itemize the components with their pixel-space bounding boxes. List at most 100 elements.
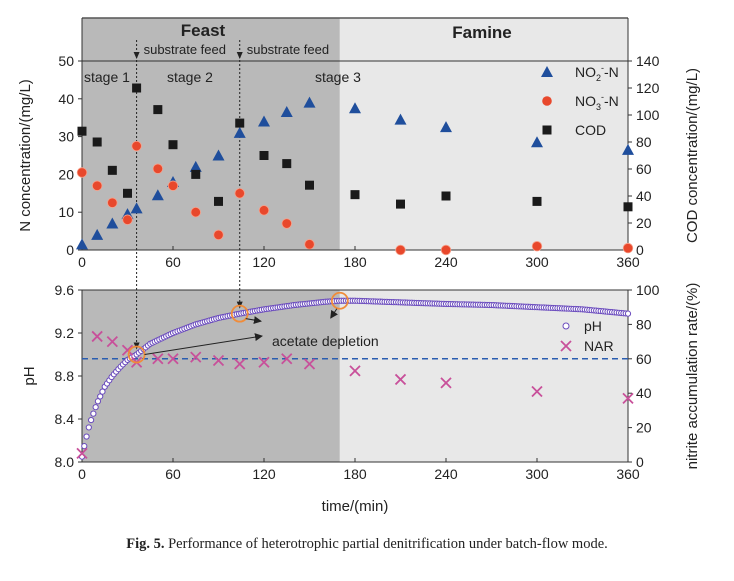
no2-point xyxy=(106,217,119,229)
no2-point xyxy=(622,143,634,155)
ph-point xyxy=(99,388,106,395)
feed-arrow-icon xyxy=(236,52,243,59)
nar-tick-label: 100 xyxy=(636,282,660,298)
no3-point xyxy=(304,239,315,250)
annotation-arrow xyxy=(144,333,263,355)
phase-label-feast: Feast xyxy=(181,21,226,40)
no3-point xyxy=(152,163,164,174)
y2-tick-label: 60 xyxy=(636,161,652,177)
no3-point xyxy=(258,205,270,216)
nar-tick-label: 80 xyxy=(636,316,652,332)
ph-tick-label: 8.4 xyxy=(55,411,75,427)
nar-tick-label: 20 xyxy=(636,420,652,436)
x-tick-label-bottom: 60 xyxy=(165,466,181,482)
x-tick-label-bottom: 180 xyxy=(343,466,367,482)
x-tick-label-bottom: 120 xyxy=(252,466,276,482)
cod-point xyxy=(235,118,245,128)
y-tick-label: 50 xyxy=(58,53,74,69)
substrate-feed-label: substrate feed xyxy=(247,42,329,57)
no2-point xyxy=(130,202,143,214)
y2-tick-label: 80 xyxy=(636,134,652,150)
nar-point xyxy=(258,356,270,368)
y2-axis-title: COD concentration/(mg/L) xyxy=(684,68,701,243)
cod-point xyxy=(191,169,201,179)
annotation-arrow xyxy=(245,316,262,324)
nar-point xyxy=(303,358,316,370)
no2-point xyxy=(233,126,246,138)
cod-point xyxy=(282,159,292,169)
y2-tick-label: 100 xyxy=(636,107,660,123)
depletion-marker xyxy=(330,291,349,310)
x-tick-label-bottom: 0 xyxy=(78,466,86,482)
nar-point xyxy=(152,353,164,365)
cod-point xyxy=(92,137,102,147)
phase-label-famine: Famine xyxy=(452,23,512,42)
no2-point xyxy=(151,189,164,201)
x-tick-label-bottom: 360 xyxy=(616,466,640,482)
stage-label: stage 2 xyxy=(167,69,213,85)
cod-point xyxy=(132,83,142,93)
y2-tick-label: 0 xyxy=(636,242,644,258)
ph-point xyxy=(83,433,90,440)
ph-axis-title: pH xyxy=(21,366,38,385)
no3-point xyxy=(76,167,88,178)
no2-point xyxy=(91,228,104,240)
cod-point xyxy=(168,140,178,150)
annotation-arrow xyxy=(330,308,338,319)
x-tick-label-top: 60 xyxy=(165,254,181,270)
stage-label: stage 1 xyxy=(84,69,130,85)
feed-arrow-icon xyxy=(133,52,140,59)
y-tick-label: 30 xyxy=(58,129,74,145)
nar-point xyxy=(121,344,134,356)
ph-point xyxy=(85,424,92,431)
no2-point xyxy=(394,113,407,125)
no3-point xyxy=(234,188,245,199)
legend-nar-icon xyxy=(560,340,572,352)
x-axis-title: time/(min) xyxy=(322,498,389,515)
y2-tick-label: 20 xyxy=(636,215,652,231)
nar-point xyxy=(106,335,118,348)
y2-tick-label: 120 xyxy=(636,80,660,96)
x-tick-label-bottom: 300 xyxy=(525,466,549,482)
x-tick-label-top: 360 xyxy=(616,254,640,270)
ph-point xyxy=(624,310,632,317)
ph-point xyxy=(88,416,95,424)
ph-tick-label: 8.8 xyxy=(55,368,75,384)
x-tick-label-top: 300 xyxy=(525,254,549,270)
cod-point xyxy=(441,191,451,201)
no2-point xyxy=(258,115,270,127)
legend-ph-label: pH xyxy=(584,318,602,334)
no3-point xyxy=(440,244,452,256)
cod-point xyxy=(123,188,132,198)
annotation-label: acetate depletion xyxy=(272,333,379,349)
no3-point xyxy=(107,197,118,208)
cod-point xyxy=(305,180,314,190)
legend-label: NO3--N xyxy=(575,92,619,112)
cod-point xyxy=(532,196,542,206)
legend-label: NO2--N xyxy=(575,63,619,83)
cod-point xyxy=(259,151,269,160)
nar-point xyxy=(167,353,179,365)
x-tick-label-top: 180 xyxy=(343,254,367,270)
caption-text: Performance of heterotrophic partial den… xyxy=(168,536,608,552)
legend-no3-icon xyxy=(542,96,552,106)
nar-point xyxy=(394,373,407,386)
substrate-feed-label: substrate feed xyxy=(144,42,226,57)
nar-point xyxy=(76,447,88,460)
famine-shading-top xyxy=(339,18,628,250)
ph-point xyxy=(81,443,88,450)
no3-point xyxy=(531,241,543,252)
nar-point xyxy=(622,392,634,404)
nar-tick-label: 0 xyxy=(636,454,644,470)
no2-point xyxy=(212,149,225,161)
no2-point xyxy=(303,96,316,108)
no3-point xyxy=(91,180,103,191)
no2-point xyxy=(440,121,452,133)
no2-point xyxy=(189,160,202,172)
cod-point xyxy=(107,165,117,175)
x-tick-label-top: 0 xyxy=(78,254,86,270)
cod-point xyxy=(153,105,163,115)
ph-point xyxy=(94,398,102,405)
nar-point xyxy=(234,358,246,370)
no3-point xyxy=(167,180,179,191)
